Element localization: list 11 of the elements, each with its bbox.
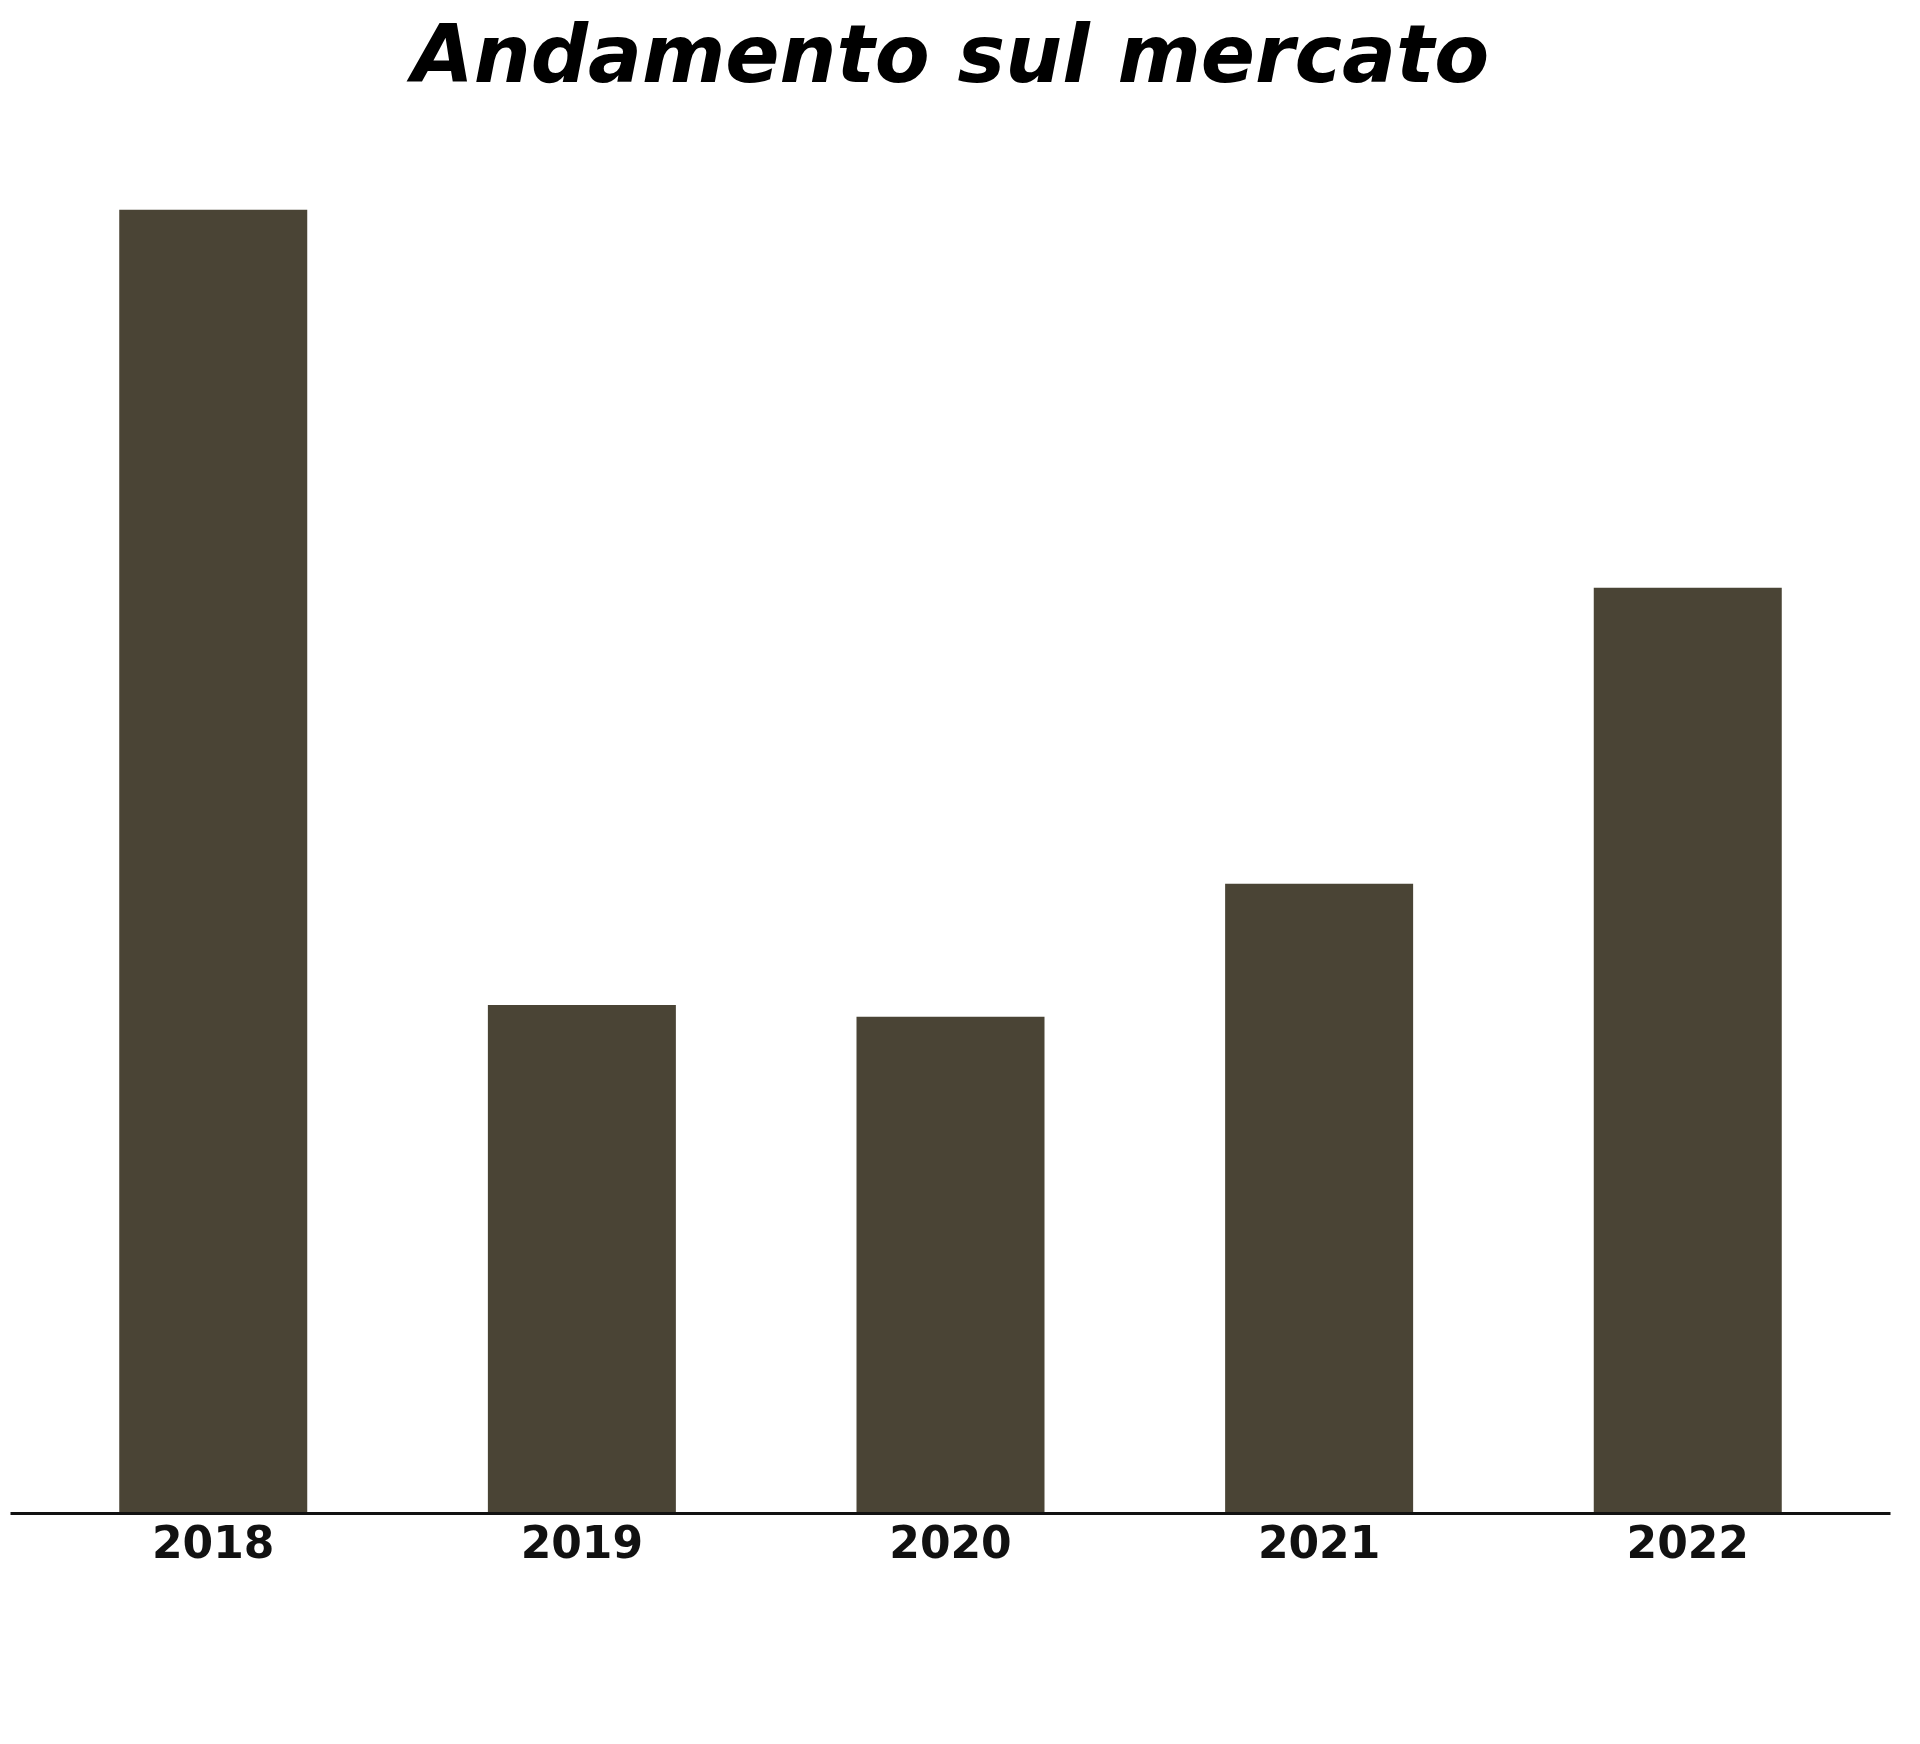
chart-title: Andamento sul mercato [405,7,1490,101]
x-tick-label: 2022 [1626,1516,1749,1568]
x-tick-label: 2018 [152,1516,275,1568]
bar [487,1005,676,1514]
bar [1225,883,1414,1514]
bar [856,1016,1045,1514]
x-tick-label: 2019 [520,1516,644,1568]
x-tick-label: 2021 [1257,1516,1381,1568]
x-tick-label: 2020 [889,1516,1012,1568]
bar [1593,587,1782,1514]
bar [119,209,308,1514]
